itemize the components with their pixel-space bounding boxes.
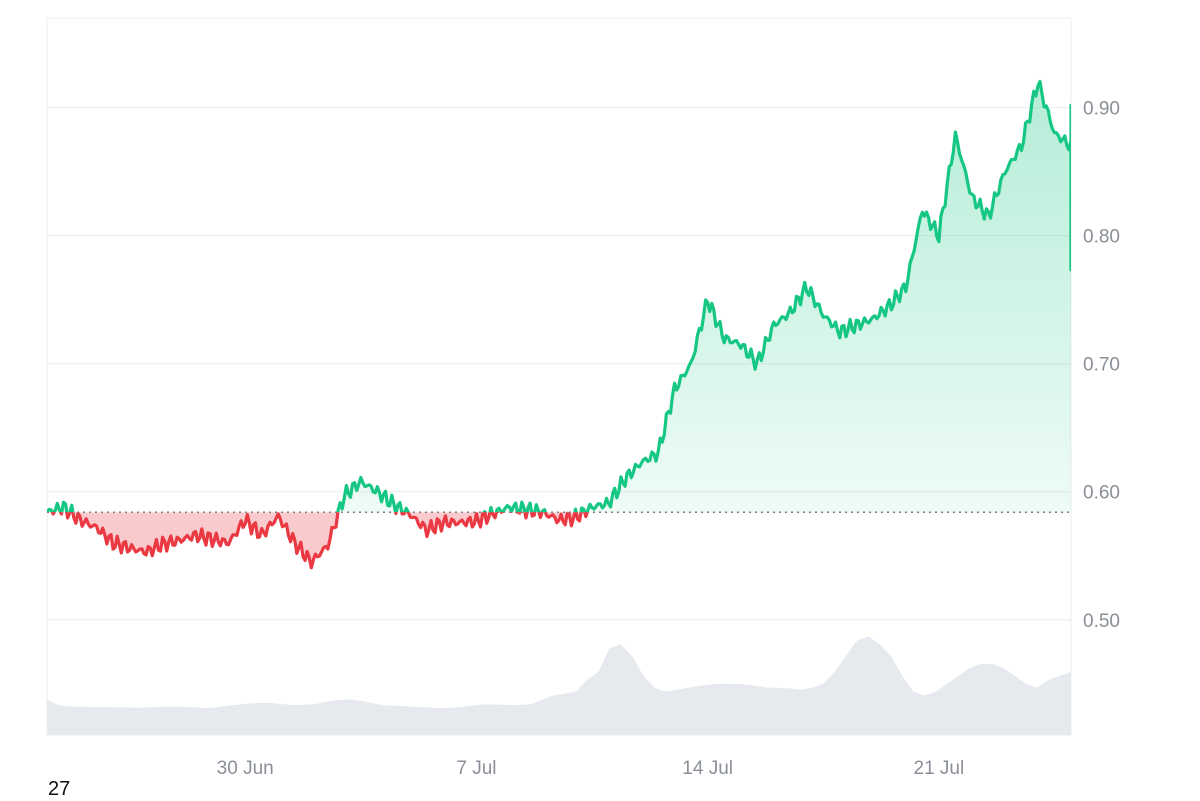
price-area-below-baseline	[52, 512, 588, 568]
y-tick-label: 0.50	[1083, 611, 1120, 632]
y-tick-label: 0.70	[1083, 355, 1120, 376]
y-tick-label: 0.60	[1083, 483, 1120, 504]
price-area-above-baseline	[47, 81, 1071, 513]
x-tick-label: 30 Jun	[217, 758, 274, 779]
y-axis-ticks: 0.90 0.80 0.70 0.60 0.50	[1083, 99, 1120, 632]
x-axis-ticks: 30 Jun 7 Jul 14 Jul 21 Jul	[217, 758, 965, 779]
x-tick-label: 21 Jul	[914, 758, 965, 779]
page-number: 27	[48, 778, 71, 800]
price-line-up	[47, 80, 1071, 513]
x-tick-label: 14 Jul	[682, 758, 733, 779]
y-tick-label: 0.90	[1083, 99, 1120, 120]
volume-area	[47, 636, 1071, 735]
price-line-down	[47, 512, 589, 570]
x-tick-label: 7 Jul	[456, 758, 496, 779]
y-tick-label: 0.80	[1083, 227, 1120, 248]
